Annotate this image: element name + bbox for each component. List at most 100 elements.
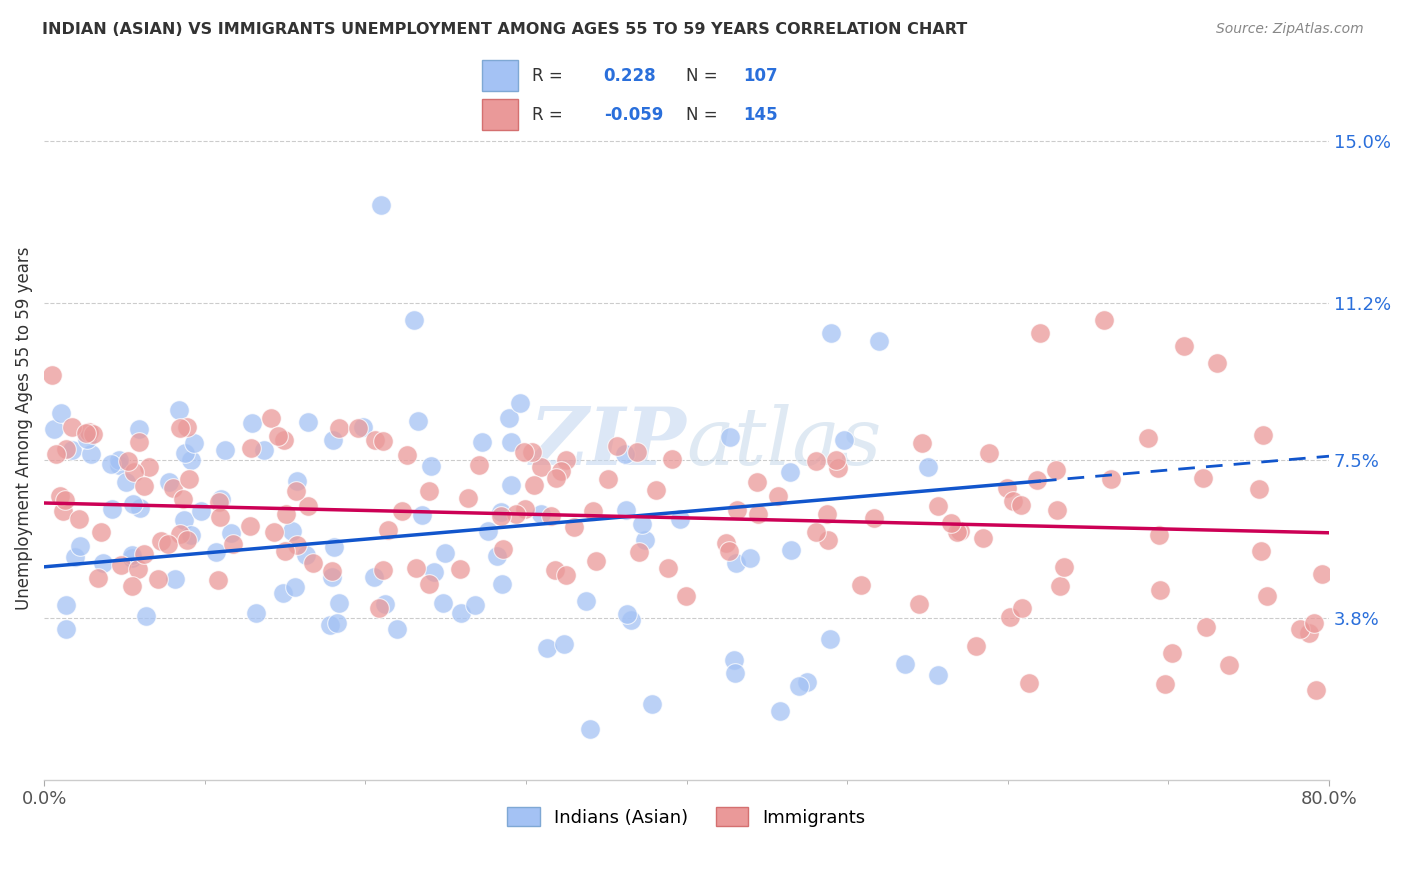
Text: N =: N = <box>686 105 717 123</box>
Point <box>1305 683 1327 698</box>
Point <box>363 570 385 584</box>
Point <box>491 505 513 519</box>
Point <box>276 507 298 521</box>
Point <box>718 430 741 444</box>
Point <box>849 578 872 592</box>
Point <box>668 512 690 526</box>
Point <box>173 513 195 527</box>
Point <box>253 443 276 458</box>
Point <box>45 447 67 461</box>
Point <box>562 520 585 534</box>
Point <box>77 425 100 439</box>
Point <box>122 498 145 512</box>
Point <box>626 445 648 459</box>
Point <box>804 453 827 467</box>
Point <box>179 472 201 486</box>
Point <box>209 492 232 507</box>
Point <box>132 479 155 493</box>
Point <box>1018 675 1040 690</box>
Point <box>1298 625 1320 640</box>
Point <box>779 466 801 480</box>
Point <box>1256 589 1278 603</box>
Point <box>163 572 186 586</box>
Point <box>501 434 523 449</box>
Point <box>616 607 638 622</box>
Point <box>240 416 263 430</box>
Point <box>489 508 512 523</box>
Point <box>457 491 479 505</box>
Point <box>150 533 173 548</box>
Point <box>176 533 198 548</box>
Point <box>725 503 748 517</box>
Point <box>297 415 319 429</box>
Point <box>321 570 343 584</box>
Point <box>724 556 747 570</box>
Point <box>205 544 228 558</box>
Point <box>422 566 444 580</box>
Point <box>42 422 65 436</box>
Point <box>820 326 842 340</box>
Point <box>614 503 637 517</box>
Text: R =: R = <box>531 105 562 123</box>
Point <box>1289 622 1312 636</box>
Point <box>779 543 801 558</box>
Point <box>326 616 349 631</box>
Point <box>127 562 149 576</box>
Point <box>108 453 131 467</box>
Text: 107: 107 <box>744 67 778 85</box>
Point <box>555 452 578 467</box>
Point <box>271 586 294 600</box>
Point <box>498 411 520 425</box>
Point <box>1149 527 1171 541</box>
Point <box>894 657 917 671</box>
Point <box>1052 560 1074 574</box>
Point <box>606 439 628 453</box>
Point <box>714 535 737 549</box>
Point <box>1250 543 1272 558</box>
Point <box>41 368 63 383</box>
Point <box>284 483 307 498</box>
Point <box>471 434 494 449</box>
Point <box>1302 616 1324 631</box>
Point <box>157 475 180 490</box>
Point <box>520 445 543 459</box>
Point <box>173 445 195 459</box>
Point <box>76 432 98 446</box>
Point <box>75 426 97 441</box>
Point <box>972 531 994 545</box>
Point <box>169 403 191 417</box>
Point <box>614 447 637 461</box>
Point <box>631 516 654 531</box>
Point <box>100 457 122 471</box>
Point <box>1092 313 1115 327</box>
Point <box>1046 502 1069 516</box>
Point <box>162 481 184 495</box>
Text: N =: N = <box>686 67 717 85</box>
FancyBboxPatch shape <box>482 99 517 130</box>
Point <box>134 547 156 561</box>
Point <box>787 679 810 693</box>
Point <box>370 198 392 212</box>
Point <box>540 508 562 523</box>
Text: ZIP: ZIP <box>530 404 686 482</box>
Point <box>485 549 508 564</box>
Point <box>628 545 651 559</box>
Point <box>367 601 389 615</box>
Point <box>138 460 160 475</box>
Point <box>135 608 157 623</box>
Point <box>523 477 546 491</box>
Point <box>377 524 399 538</box>
Point <box>110 558 132 573</box>
Point <box>927 668 949 682</box>
Point <box>575 593 598 607</box>
Point <box>321 564 343 578</box>
Point <box>418 576 440 591</box>
Point <box>267 429 290 443</box>
Point <box>51 504 73 518</box>
Point <box>55 442 77 456</box>
Point <box>87 571 110 585</box>
Point <box>183 435 205 450</box>
Point <box>491 542 513 557</box>
Point <box>491 577 513 591</box>
Point <box>634 533 657 547</box>
